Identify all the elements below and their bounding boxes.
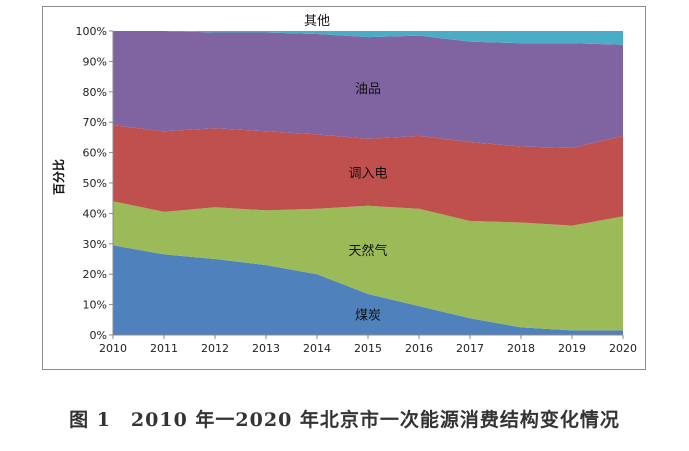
series-label-4: 其他 xyxy=(304,14,330,29)
x-tick-label: 2017 xyxy=(456,342,484,355)
x-tick-label: 2012 xyxy=(201,342,229,355)
series-label-2: 调入电 xyxy=(348,166,387,181)
y-tick-label: 90% xyxy=(83,55,107,68)
series-label-0: 煤炭 xyxy=(355,308,381,323)
y-tick-label: 20% xyxy=(83,268,107,281)
x-tick-label: 2016 xyxy=(405,342,433,355)
x-tick-label: 2015 xyxy=(354,342,382,355)
area-series-2 xyxy=(113,125,623,226)
series-label-1: 天然气 xyxy=(348,243,387,259)
area-series-0 xyxy=(113,245,623,335)
y-tick-label: 30% xyxy=(83,238,107,251)
y-tick-label: 10% xyxy=(83,299,107,312)
y-tick-label: 40% xyxy=(83,207,107,220)
x-tick-label: 2019 xyxy=(558,342,586,355)
x-tick-label: 2020 xyxy=(609,342,637,355)
x-tick-label: 2010 xyxy=(99,342,127,355)
y-tick-label: 80% xyxy=(83,86,107,99)
area-series-1 xyxy=(113,201,623,331)
stacked-area-chart: 0% 10% 20% 30% 40% 50% 60% 70% 80% 90% 100% 2010 201… xyxy=(51,14,637,355)
y-tick-label: 0% xyxy=(90,329,107,342)
figure-caption: 图 1 2010 年一2020 年北京市一次能源消费结构变化情况 xyxy=(69,409,620,431)
y-axis-label: 百分比 xyxy=(51,159,66,195)
series-label-3: 油品 xyxy=(355,82,381,97)
area-series-3 xyxy=(113,31,623,148)
y-tick-label: 50% xyxy=(83,177,107,190)
x-tick-label: 2014 xyxy=(303,342,331,355)
y-tick-label: 100% xyxy=(76,25,107,38)
area-series-4 xyxy=(113,31,623,45)
x-tick-label: 2013 xyxy=(252,342,280,355)
x-tick-label: 2011 xyxy=(150,342,178,355)
chart-frame: 0% 10% 20% 30% 40% 50% 60% 70% 80% 90% 100% 2010 201… xyxy=(42,6,646,370)
y-tick-label: 70% xyxy=(83,116,107,129)
x-tick-label: 2018 xyxy=(507,342,535,355)
y-tick-label: 60% xyxy=(83,147,107,160)
